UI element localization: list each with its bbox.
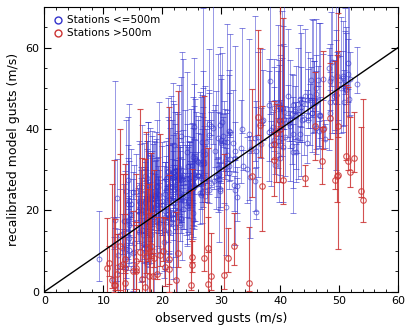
Y-axis label: recalibrated model gusts (m/s): recalibrated model gusts (m/s) (7, 53, 20, 246)
X-axis label: observed gusts (m/s): observed gusts (m/s) (155, 312, 288, 325)
Legend: Stations <=500m, Stations >500m: Stations <=500m, Stations >500m (50, 12, 164, 42)
